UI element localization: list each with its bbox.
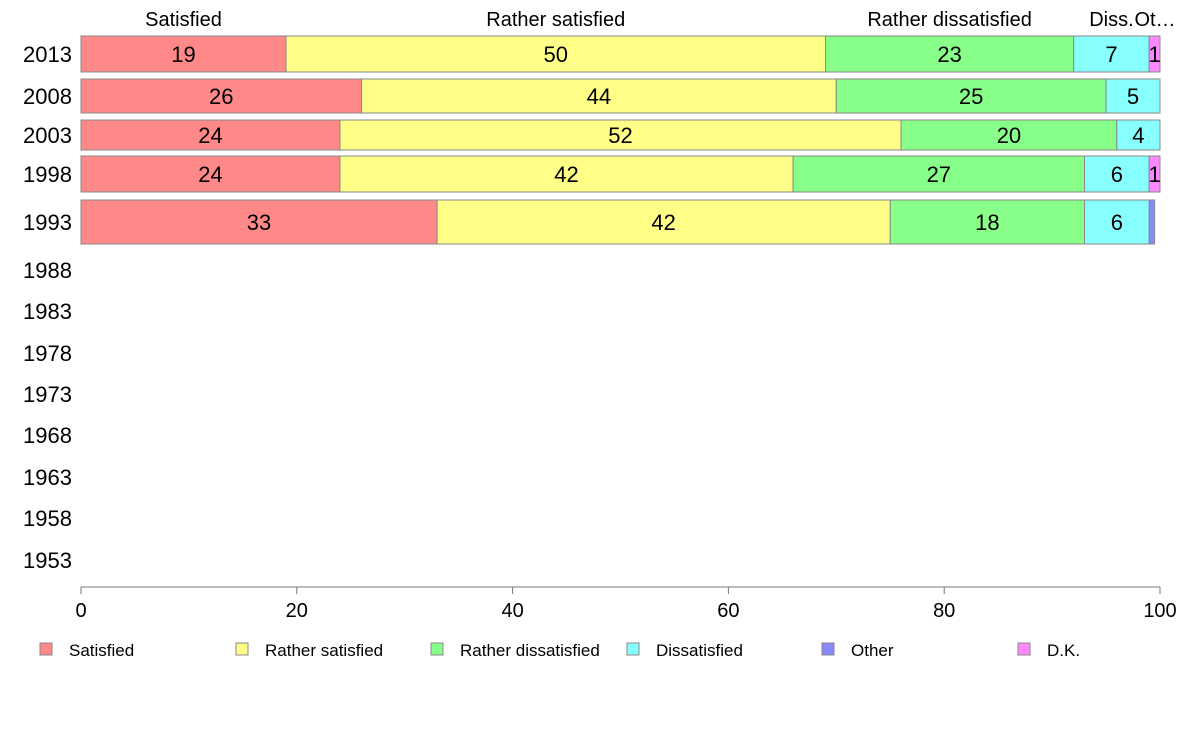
data-label: 42 [651,210,675,235]
legend-swatch [430,642,444,656]
bar-segment [835,78,1107,114]
data-label: 18 [975,210,999,235]
data-label: 44 [587,84,611,109]
bar-segment [792,155,1085,193]
bar-segment [1083,199,1150,245]
data-label: 33 [247,210,271,235]
bar-segment [80,119,341,151]
category-label: 1973 [23,382,72,407]
bar-segment [1116,119,1161,151]
data-label: 19 [171,42,195,67]
data-label: 6 [1111,210,1123,235]
category-label: 1963 [23,465,72,490]
data-label: 50 [544,42,568,67]
data-label: 27 [927,162,951,187]
legend-swatch [235,642,249,656]
category-label: 1958 [23,506,72,531]
bar-segment [900,119,1118,151]
data-label: 52 [608,123,632,148]
category-label: 2008 [23,84,72,109]
category-label: 2003 [23,123,72,148]
bar-segment [339,155,794,193]
x-tick-label: 0 [75,600,86,622]
bar-segment [80,78,363,114]
legend-swatch [1017,642,1031,656]
legend-swatch [39,642,53,656]
bar-segment [285,35,827,73]
data-label: 6 [1111,162,1123,187]
bar-segment [889,199,1085,245]
data-label: 4 [1132,123,1144,148]
legend-label: Dissatisfied [656,641,743,660]
data-label: 1 [1148,42,1160,67]
bar-segment [436,199,891,245]
top-segment-label: Rather satisfied [486,9,625,31]
bar-segment [80,199,438,245]
legend-label: Rather satisfied [265,641,383,660]
data-label: 20 [997,123,1021,148]
x-tick-label: 60 [717,600,739,622]
top-segment-label: Satisfied [145,9,222,31]
x-tick-label: 20 [286,600,308,622]
bar-segment [339,119,902,151]
bar-segment [361,78,837,114]
bar-segment [1148,199,1156,245]
category-label: 1953 [23,548,72,573]
bar-segment [825,35,1075,73]
top-segment-label: Ot… [1134,9,1175,31]
data-label: 1 [1148,162,1160,187]
data-label: 24 [198,123,222,148]
category-label: 1993 [23,210,72,235]
data-label: 24 [198,162,222,187]
x-tick-label: 40 [501,600,523,622]
legend-label: Satisfied [69,641,134,660]
top-segment-label: Rather dissatisfied [867,9,1032,31]
x-tick-label: 100 [1143,600,1176,622]
bar-segment [1148,35,1161,73]
category-label: 1998 [23,162,72,187]
bar-segment [80,35,287,73]
legend-swatch [626,642,640,656]
data-label: 42 [554,162,578,187]
legend-label: D.K. [1047,641,1080,660]
legend-swatch [821,642,835,656]
data-label: 25 [959,84,983,109]
data-label: 5 [1127,84,1139,109]
legend-label: Other [851,641,894,660]
legend-label: Rather dissatisfied [460,641,600,660]
top-segment-label: Diss. [1089,9,1133,31]
x-tick-label: 80 [933,600,955,622]
category-label: 1978 [23,341,72,366]
bar-segment [1148,155,1161,193]
category-label: 1968 [23,423,72,448]
data-label: 26 [209,84,233,109]
data-label: 7 [1105,42,1117,67]
category-label: 2013 [23,42,72,67]
data-label: 23 [937,42,961,67]
category-label: 1988 [23,258,72,283]
bar-segment [1105,78,1161,114]
category-label: 1983 [23,299,72,324]
bar-segment [80,155,341,193]
